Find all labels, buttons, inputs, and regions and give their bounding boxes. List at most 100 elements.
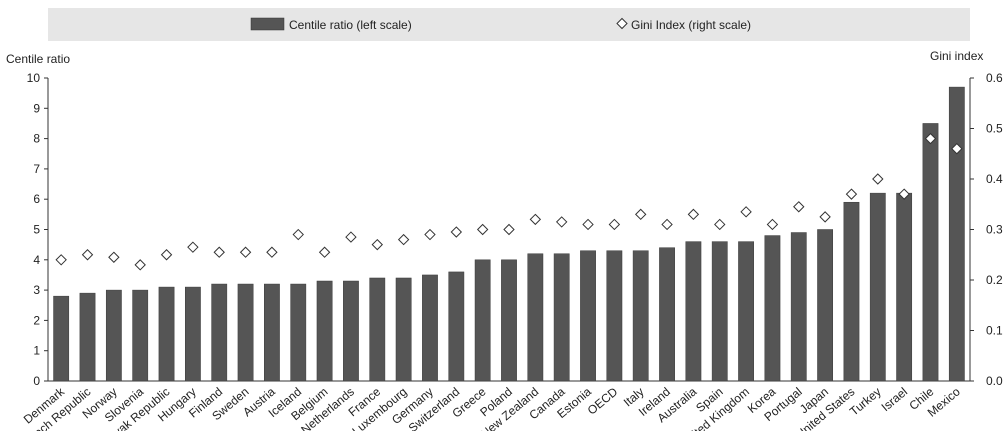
bar-germany bbox=[422, 274, 438, 382]
bar-austria bbox=[264, 283, 280, 382]
gini-marker-sweden bbox=[239, 246, 252, 258]
category-label: Israel bbox=[879, 385, 910, 415]
bar-ireland bbox=[659, 247, 675, 382]
legend-swatch-gini bbox=[616, 17, 628, 30]
gini-marker-turkey bbox=[872, 173, 884, 185]
gini-marker-estonia bbox=[582, 218, 594, 231]
gini-marker-slovenia bbox=[134, 259, 146, 271]
right-tick-label: 0.2 bbox=[986, 273, 1003, 287]
left-axis-title: Centile ratio bbox=[6, 52, 70, 66]
right-tick-label: 0.0 bbox=[986, 374, 1003, 388]
right-axis-title: Gini index bbox=[930, 49, 983, 63]
right-tick-label: 0.1 bbox=[986, 324, 1003, 338]
marker-series-gini bbox=[55, 132, 963, 271]
bar-slovenia bbox=[132, 289, 149, 382]
bar-luxembourg bbox=[395, 277, 412, 382]
bar-spain bbox=[711, 241, 728, 382]
bar-belgium bbox=[316, 280, 333, 382]
gini-marker-iceland bbox=[292, 228, 304, 241]
left-tick-label: 8 bbox=[33, 132, 40, 146]
left-tick-label: 6 bbox=[33, 192, 40, 206]
bar-finland bbox=[211, 283, 228, 382]
bar-italy bbox=[632, 250, 649, 382]
legend-label-centile: Centile ratio (left scale) bbox=[289, 18, 412, 32]
gini-marker-italy bbox=[635, 208, 647, 221]
left-axis-ticks: 0 1 2 3 4 5 6 7 8 9 10 bbox=[27, 71, 48, 388]
right-tick-label: 0.5 bbox=[986, 122, 1003, 136]
left-tick-label: 10 bbox=[27, 71, 41, 85]
bar-sweden bbox=[237, 283, 254, 382]
bar-switzerland bbox=[448, 271, 465, 382]
legend-swatch-centile bbox=[250, 17, 285, 31]
bar-iceland bbox=[290, 283, 307, 382]
bar-hungary bbox=[184, 286, 201, 382]
left-tick-label: 3 bbox=[33, 283, 40, 297]
left-tick-label: 5 bbox=[33, 223, 40, 237]
gini-marker-chile bbox=[924, 132, 937, 145]
bar-netherlands bbox=[343, 280, 359, 382]
bar-chile bbox=[922, 123, 939, 382]
gini-marker-czech-republic bbox=[81, 249, 94, 261]
gini-marker-switzerland bbox=[450, 226, 463, 238]
gini-marker-portugal bbox=[793, 201, 805, 213]
right-tick-label: 0.4 bbox=[986, 172, 1003, 186]
gini-marker-mexico bbox=[951, 142, 963, 155]
gini-marker-united-states bbox=[845, 188, 858, 200]
right-axis-ticks: 0.0 0.1 0.2 0.3 0.4 0.5 0.6 bbox=[970, 71, 1003, 388]
category-label: OECD bbox=[585, 384, 621, 417]
bar-oecd bbox=[606, 250, 623, 382]
gini-marker-germany bbox=[424, 228, 436, 241]
gini-marker-greece bbox=[476, 223, 489, 236]
left-tick-label: 9 bbox=[33, 101, 40, 115]
left-tick-label: 0 bbox=[33, 374, 40, 388]
bar-united-states bbox=[843, 201, 860, 382]
bar-france bbox=[369, 277, 386, 382]
left-tick-label: 2 bbox=[33, 313, 40, 327]
bar-canada bbox=[553, 253, 570, 382]
legend-label-gini: Gini Index (right scale) bbox=[631, 18, 751, 32]
legend-background bbox=[48, 8, 970, 41]
gini-marker-finland bbox=[213, 246, 225, 258]
gini-marker-austria bbox=[266, 246, 278, 258]
bar-israel bbox=[896, 192, 913, 382]
bar-japan bbox=[817, 229, 834, 382]
gini-marker-france bbox=[371, 238, 383, 251]
gini-marker-netherlands bbox=[345, 231, 357, 243]
gini-marker-norway bbox=[108, 251, 120, 263]
bar-estonia bbox=[580, 250, 596, 382]
bar-slovak-republic bbox=[158, 286, 175, 382]
bar-norway bbox=[105, 289, 122, 382]
gini-marker-japan bbox=[819, 211, 831, 223]
right-tick-label: 0.3 bbox=[986, 223, 1003, 237]
gini-marker-united-kingdom bbox=[740, 206, 752, 218]
gini-marker-denmark bbox=[55, 254, 67, 266]
bar-greece bbox=[474, 259, 491, 382]
gini-marker-luxembourg bbox=[397, 233, 410, 246]
left-tick-label: 1 bbox=[33, 344, 40, 358]
gini-marker-belgium bbox=[318, 246, 331, 258]
gini-marker-poland bbox=[503, 223, 515, 236]
bar-korea bbox=[764, 235, 781, 382]
bar-turkey bbox=[869, 192, 886, 382]
bar-series-centile bbox=[53, 86, 965, 382]
gini-marker-australia bbox=[687, 208, 700, 221]
bar-new-zealand bbox=[527, 253, 544, 382]
left-tick-label: 4 bbox=[33, 253, 40, 267]
gini-marker-ireland bbox=[661, 218, 673, 231]
bar-australia bbox=[685, 241, 702, 382]
gini-marker-oecd bbox=[608, 218, 621, 231]
gini-marker-canada bbox=[555, 216, 568, 228]
bar-czech-republic bbox=[79, 292, 96, 382]
bar-denmark bbox=[53, 295, 70, 382]
gini-marker-korea bbox=[766, 218, 779, 231]
bar-portugal bbox=[790, 232, 807, 382]
left-tick-label: 7 bbox=[33, 162, 40, 176]
bar-mexico bbox=[948, 86, 965, 382]
gini-marker-new-zealand bbox=[529, 213, 542, 226]
gini-marker-hungary bbox=[187, 241, 199, 253]
bar-united-kingdom bbox=[738, 241, 754, 382]
bar-poland bbox=[501, 259, 517, 382]
